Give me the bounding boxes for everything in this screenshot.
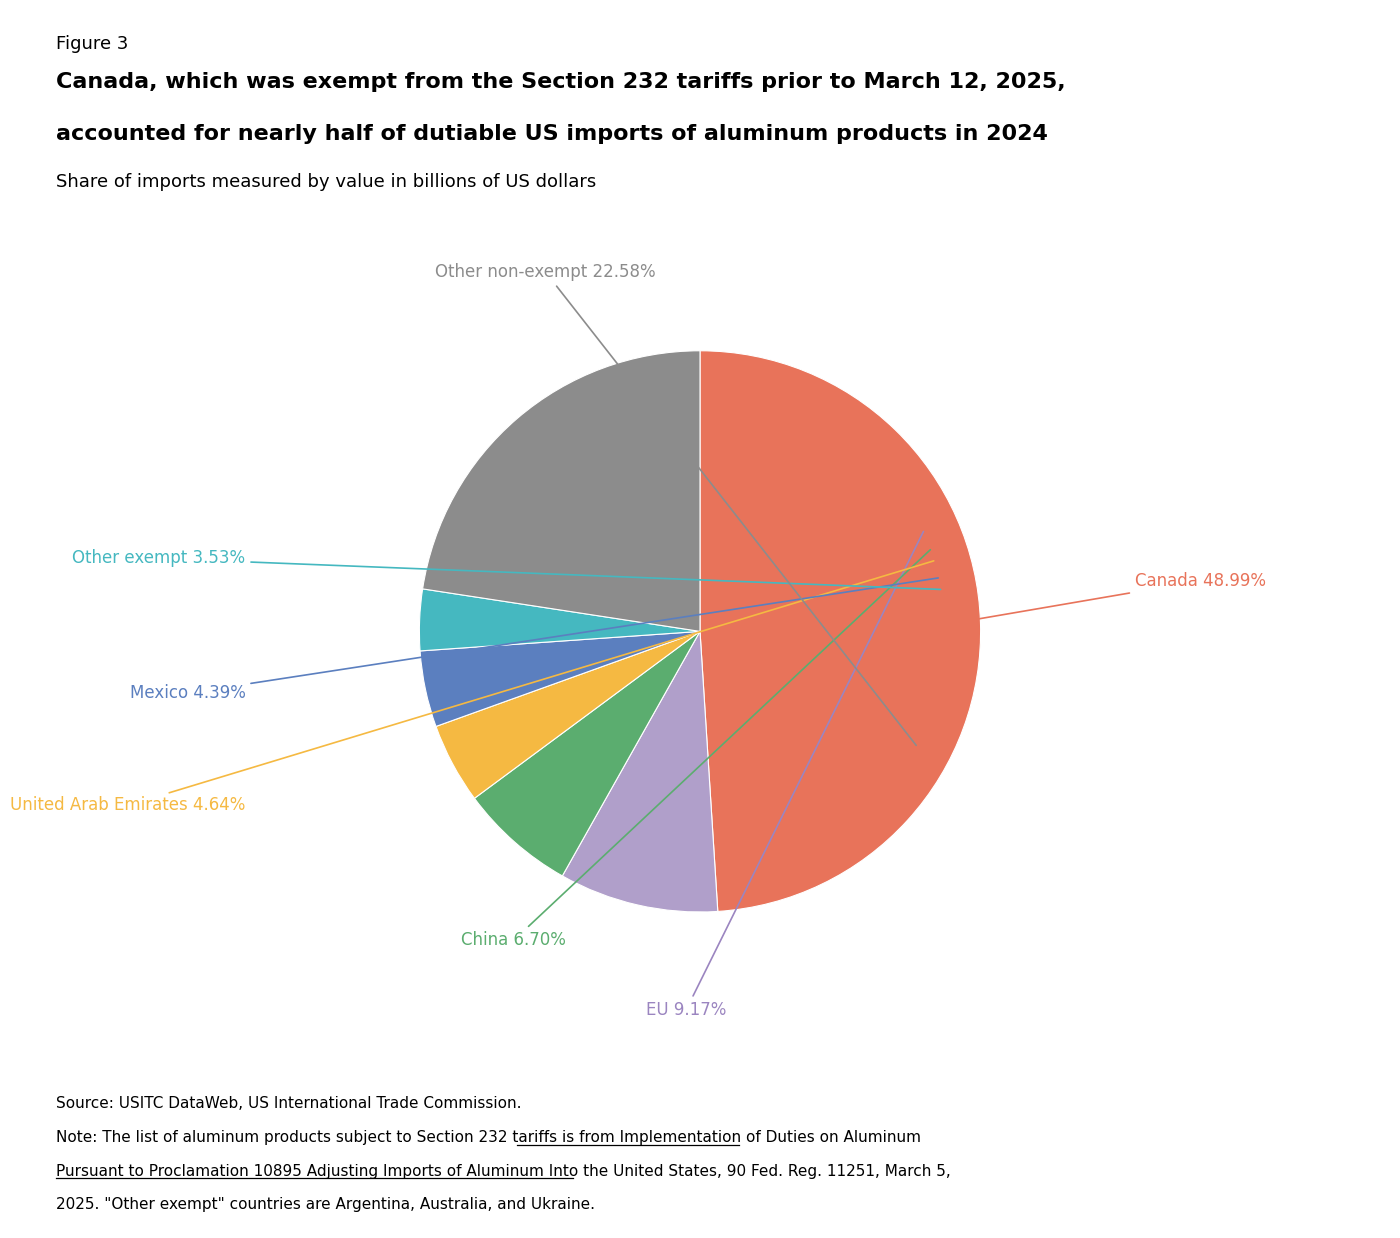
Text: Figure 3: Figure 3	[56, 35, 129, 53]
Text: Share of imports measured by value in billions of US dollars: Share of imports measured by value in bi…	[56, 173, 596, 192]
Text: Other non-exempt 22.58%: Other non-exempt 22.58%	[435, 264, 916, 745]
Text: Other exempt 3.53%: Other exempt 3.53%	[73, 550, 941, 589]
Text: Canada, which was exempt from the Section 232 tariffs prior to March 12, 2025,: Canada, which was exempt from the Sectio…	[56, 72, 1065, 92]
Text: Source: USITC DataWeb, US International Trade Commission.: Source: USITC DataWeb, US International …	[56, 1096, 521, 1110]
Wedge shape	[420, 631, 700, 727]
Text: Mexico 4.39%: Mexico 4.39%	[130, 578, 938, 702]
Text: China 6.70%: China 6.70%	[462, 550, 931, 950]
Wedge shape	[435, 631, 700, 799]
Text: United Arab Emirates 4.64%: United Arab Emirates 4.64%	[10, 561, 934, 815]
Wedge shape	[700, 350, 980, 911]
Text: EU 9.17%: EU 9.17%	[645, 531, 924, 1019]
Text: 2025. "Other exempt" countries are Argentina, Australia, and Ukraine.: 2025. "Other exempt" countries are Argen…	[56, 1197, 595, 1212]
Text: Note: The list of aluminum products subject to Section 232 tariffs is from Imple: Note: The list of aluminum products subj…	[56, 1130, 921, 1145]
Wedge shape	[563, 631, 718, 912]
Wedge shape	[420, 589, 700, 651]
Wedge shape	[423, 350, 700, 631]
Text: Canada 48.99%: Canada 48.99%	[955, 572, 1266, 623]
Wedge shape	[475, 631, 700, 877]
Text: Pursuant to Proclamation 10895 Adjusting Imports of Aluminum Into the United Sta: Pursuant to Proclamation 10895 Adjusting…	[56, 1164, 951, 1179]
Text: accounted for nearly half of dutiable US imports of aluminum products in 2024: accounted for nearly half of dutiable US…	[56, 124, 1047, 144]
